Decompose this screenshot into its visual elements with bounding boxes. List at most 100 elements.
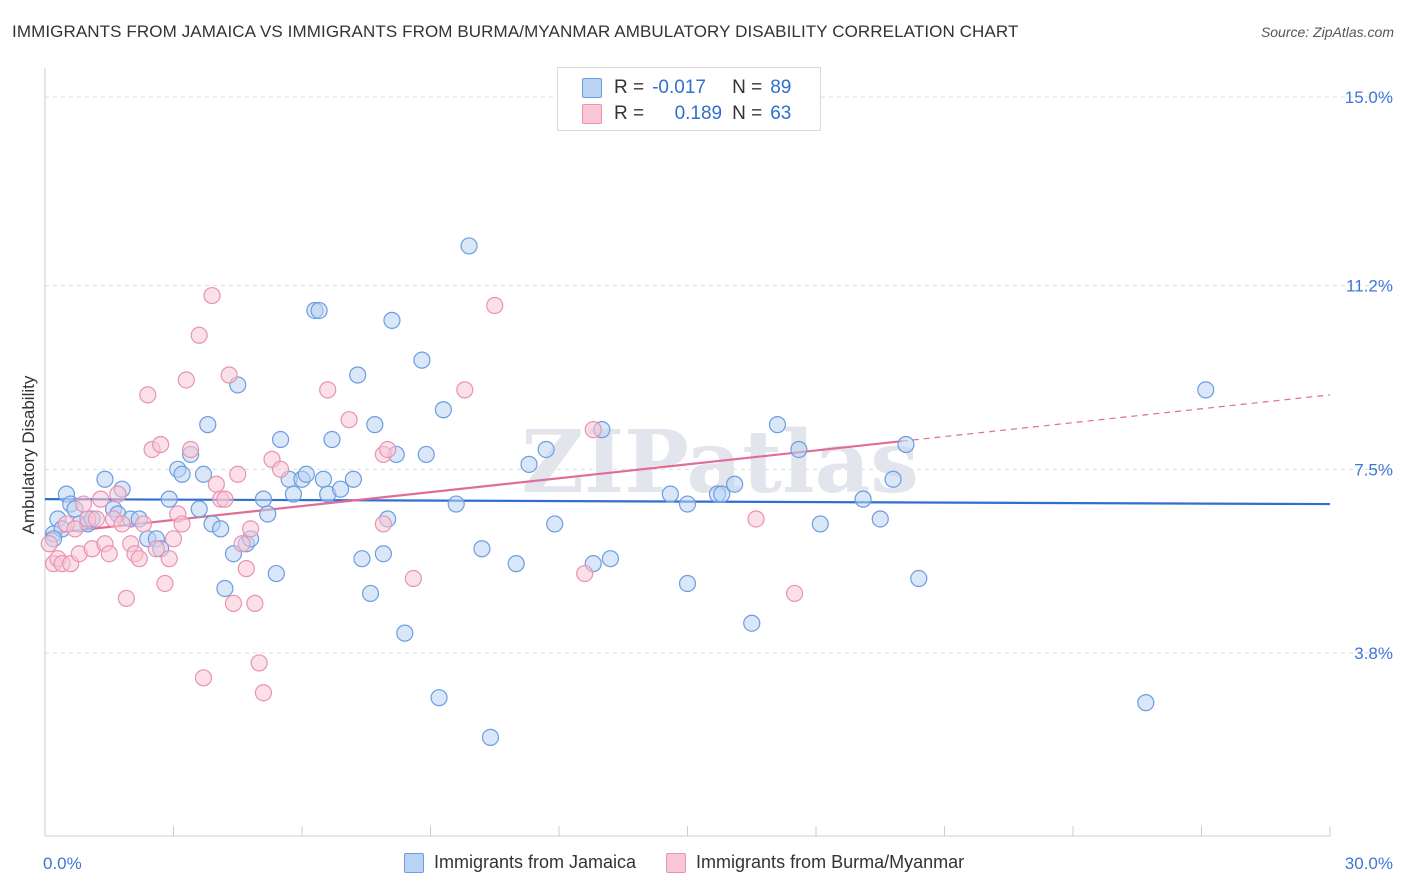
- jamaica-point: [173, 465, 191, 483]
- burma-point: [486, 296, 504, 315]
- legend-r-value: -0.017: [652, 77, 706, 98]
- burma-point: [216, 490, 234, 508]
- jamaica-point: [361, 584, 380, 603]
- jamaica-point: [417, 445, 435, 464]
- burma-point: [147, 540, 165, 558]
- jamaica-point: [353, 550, 371, 568]
- jamaica-point: [194, 465, 213, 483]
- jamaica-point: [910, 569, 928, 588]
- jamaica-point: [871, 510, 889, 528]
- legend-swatch-jamaica: [582, 78, 602, 98]
- jamaica-point: [366, 416, 384, 434]
- jamaica-point: [323, 430, 341, 449]
- burma-point: [785, 584, 804, 603]
- legend-r-value: 0.189: [674, 103, 723, 124]
- jamaica-point: [726, 475, 744, 493]
- burma-point: [156, 574, 174, 593]
- burma-point: [456, 381, 474, 399]
- series-legend: Immigrants from Jamaica Immigrants from …: [404, 852, 994, 873]
- burma-point: [374, 515, 392, 533]
- y-tick-label: 15.0%: [1345, 88, 1393, 107]
- points-layer: [40, 237, 1215, 746]
- jamaica-point: [854, 490, 872, 508]
- burma-point: [100, 545, 118, 563]
- burma-point: [237, 560, 255, 578]
- stats-legend: R = -0.017 N = 89 R = 0.189 N = 63: [557, 67, 821, 131]
- burma-point: [182, 440, 200, 459]
- axis-layer: 3.8% 7.5% 11.2% 15.0% 0.0% 30.0%: [43, 68, 1393, 873]
- burma-point: [340, 411, 358, 429]
- jamaica-point: [267, 564, 285, 583]
- burma-point: [134, 515, 153, 533]
- chart-title: IMMIGRANTS FROM JAMAICA VS IMMIGRANTS FR…: [12, 22, 1019, 41]
- jamaica-point: [743, 614, 761, 632]
- jamaica-point: [310, 301, 328, 320]
- burma-point: [242, 520, 260, 538]
- jamaica-point: [396, 624, 414, 642]
- y-tick-label: 3.8%: [1354, 644, 1393, 663]
- jamaica-point: [713, 485, 731, 503]
- burma-point: [92, 490, 110, 508]
- legend-swatch-burma: [582, 104, 602, 124]
- burma-point: [152, 435, 170, 454]
- y-tick-label: 7.5%: [1354, 460, 1393, 479]
- burma-point: [87, 510, 106, 528]
- series-legend-item-burma: Immigrants from Burma/Myanmar: [666, 852, 964, 873]
- burma-point: [584, 421, 602, 439]
- burma-point: [233, 535, 251, 553]
- jamaica-point: [190, 500, 208, 518]
- y-tick-label: 11.2%: [1346, 277, 1393, 296]
- jamaica-point: [811, 515, 829, 533]
- jamaica-point: [349, 366, 367, 384]
- jamaica-point: [160, 490, 178, 508]
- jamaica-point: [259, 505, 277, 523]
- jamaica-point: [284, 485, 303, 503]
- jamaica-point: [537, 440, 555, 459]
- burma-point: [379, 440, 397, 459]
- jamaica-point: [460, 237, 478, 255]
- jamaica-point: [678, 495, 697, 513]
- x-tick-label: 0.0%: [43, 854, 82, 873]
- legend-row-burma: R = 0.189 N = 63: [582, 102, 791, 126]
- burma-point: [319, 381, 337, 399]
- jamaica-point: [254, 490, 273, 508]
- series-swatch-jamaica: [404, 852, 424, 873]
- jamaica-point: [96, 470, 114, 488]
- jamaica-point: [212, 520, 230, 538]
- burma-point: [113, 515, 131, 533]
- jamaica-point: [1197, 381, 1215, 399]
- series-swatch-burma: [666, 852, 687, 873]
- y-axis-label: Ambulatory Disability: [19, 375, 38, 534]
- jamaica-point: [297, 465, 315, 483]
- legend-n-label: N =: [732, 77, 763, 98]
- jamaica-point: [520, 455, 538, 473]
- jamaica-point: [447, 495, 465, 513]
- burma-point: [404, 569, 422, 588]
- burma-point: [207, 475, 225, 493]
- jamaica-point: [1137, 694, 1155, 712]
- burma-point: [747, 510, 765, 528]
- burma-point: [246, 594, 264, 612]
- burma-point: [164, 530, 183, 548]
- series-legend-item-jamaica: Immigrants from Jamaica: [404, 852, 636, 873]
- jamaica-point: [413, 351, 431, 369]
- burma-point: [117, 589, 135, 607]
- legend-n-label: N =: [732, 103, 763, 124]
- source-label: Source: ZipAtlas.com: [1260, 24, 1394, 40]
- jamaica-point: [897, 435, 915, 454]
- jamaica-point: [546, 515, 564, 533]
- burma-point: [130, 550, 148, 568]
- burma-point: [254, 684, 273, 702]
- x-tick-label: 30.0%: [1345, 854, 1393, 873]
- jamaica-point: [884, 470, 902, 488]
- burma-point: [66, 520, 84, 538]
- burma-point: [229, 465, 247, 483]
- legend-r-label: R =: [614, 103, 645, 124]
- burma-point: [173, 515, 191, 533]
- burma-point: [139, 386, 157, 404]
- jamaica-point: [661, 485, 679, 503]
- burma-point: [224, 594, 243, 612]
- burma-trend-line-extension: [901, 394, 1331, 442]
- burma-point: [177, 371, 195, 389]
